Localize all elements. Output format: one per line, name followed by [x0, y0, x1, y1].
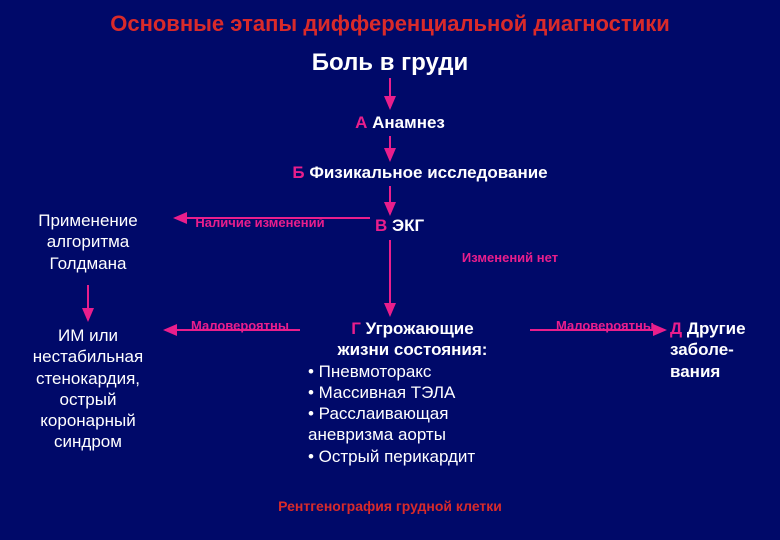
node-b-text: Физикальное исследование: [309, 163, 547, 182]
node-g: Г Угрожающиежизни состояния: • Пневмотор…: [300, 318, 525, 467]
node-g-letter: Г: [351, 319, 361, 338]
node-goldman: ПрименениеалгоритмаГолдмана: [18, 210, 158, 274]
edge-has-changes: Наличие изменений: [180, 215, 340, 231]
node-v: В ЭКГ: [375, 215, 495, 236]
node-a-letter: А: [355, 113, 367, 132]
node-d-text: Другие заболе-вания: [670, 319, 746, 381]
node-b: Б Физикальное исследование: [250, 162, 590, 183]
symptom-node: Боль в груди: [0, 48, 780, 78]
diagram-title: Основные этапы дифференциальной диагност…: [0, 10, 780, 38]
node-a-text: Анамнез: [372, 113, 445, 132]
edge-no-changes: Изменений нет: [430, 250, 590, 266]
node-d: Д Другие заболе-вания: [670, 318, 770, 382]
node-im: ИМ илинестабильнаястенокардия,острыйкоро…: [18, 325, 158, 453]
node-v-letter: В: [375, 216, 387, 235]
edge-unlikely-right: Маловероятны: [545, 318, 665, 334]
node-v-text: ЭКГ: [392, 216, 424, 235]
node-a: А Анамнез: [300, 112, 500, 133]
diagram-canvas: Основные этапы дифференциальной диагност…: [0, 0, 780, 540]
bottom-label: Рентгенография грудной клетки: [0, 498, 780, 516]
node-d-letter: Д: [670, 319, 682, 338]
node-b-letter: Б: [292, 163, 304, 182]
node-g-bullets: • Пневмоторакс• Массивная ТЭЛА• Расслаив…: [300, 361, 525, 467]
edge-unlikely-left: Маловероятны: [180, 318, 300, 334]
